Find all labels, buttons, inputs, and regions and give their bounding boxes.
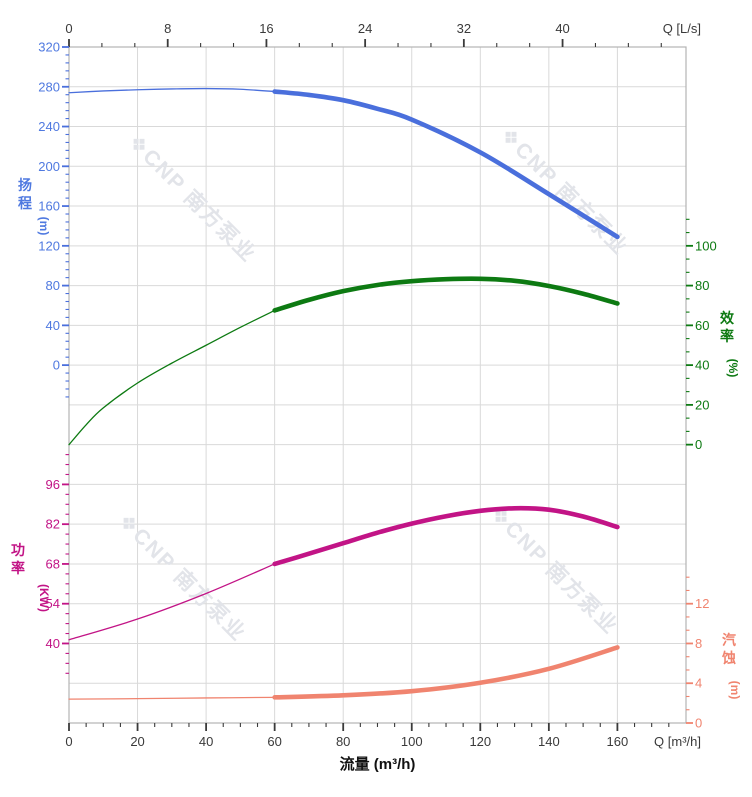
power-curve-rated xyxy=(272,505,620,567)
flow-lps-tick-label: 16 xyxy=(259,21,273,36)
flow-tick-label: 120 xyxy=(469,734,491,749)
flow-lps-tick-label: 32 xyxy=(457,21,471,36)
npsh-axis: 12 8 4 0 汽蚀 (m) xyxy=(686,576,742,731)
power-tick-label: 54 xyxy=(46,596,60,611)
npsh-tick-label: 8 xyxy=(695,636,702,651)
head-tick-label: 280 xyxy=(38,79,60,94)
npsh-axis-title: 蚀 xyxy=(721,650,736,666)
npsh-axis-title: 汽 xyxy=(722,632,736,648)
head-axis-title: 程 xyxy=(18,195,32,211)
npsh-tick-label: 0 xyxy=(695,716,702,731)
flow-tick-label: 140 xyxy=(538,734,560,749)
efficiency-axis: 100 80 60 40 20 0 效率 (%) xyxy=(686,218,740,452)
npsh-tick-label: 12 xyxy=(695,596,709,611)
flow-lps-tick-label: 40 xyxy=(555,21,569,36)
flow-tick-label: 40 xyxy=(199,734,213,749)
power-curve-thin xyxy=(68,563,276,641)
flow-lps-tick-label: 8 xyxy=(164,21,171,36)
efficiency-curve xyxy=(68,276,620,446)
efficiency-tick-label: 80 xyxy=(695,278,709,293)
head-curve xyxy=(68,87,620,240)
watermark-text: ❖CNP 南方泵业 xyxy=(495,123,633,261)
power-axis-unit: (KW) xyxy=(37,584,51,612)
head-tick-label: 240 xyxy=(38,119,60,134)
efficiency-tick-label: 60 xyxy=(695,318,709,333)
efficiency-axis-title: 效 xyxy=(720,310,735,326)
efficiency-axis-title: 率 xyxy=(720,328,734,344)
flow-lps-tick-label: 24 xyxy=(358,21,372,36)
head-tick-label: 120 xyxy=(38,238,60,253)
flow-tick-label: 80 xyxy=(336,734,350,749)
flow-axis-unit-label: Q [m³/h] xyxy=(654,734,701,749)
flow-axis-top: 0 8 16 24 32 40 Q [L/s] xyxy=(65,21,701,47)
efficiency-tick-label: 40 xyxy=(695,358,709,373)
power-axis-title: 率 xyxy=(11,560,25,576)
power-axis-title: 功 xyxy=(11,542,25,558)
head-tick-label: 320 xyxy=(38,40,60,55)
flow-tick-label: 100 xyxy=(401,734,423,749)
head-tick-label: 200 xyxy=(38,159,60,174)
efficiency-tick-label: 0 xyxy=(695,437,702,452)
efficiency-tick-label: 100 xyxy=(695,238,717,253)
flow-axis-title: 流量 (m³/h) xyxy=(340,755,416,773)
head-axis-unit: (m) xyxy=(37,217,51,236)
npsh-curve-rated xyxy=(272,645,620,700)
head-tick-label: 80 xyxy=(46,278,60,293)
watermark-layer: ❖CNP 南方泵业 ❖CNP 南方泵业❖CNP 南方泵业 ❖CNP 南方泵业 xyxy=(113,123,633,647)
head-tick-label: 160 xyxy=(38,199,60,214)
watermark-text: ❖CNP 南方泵业 xyxy=(123,130,261,268)
power-curve xyxy=(68,505,620,641)
flow-tick-label: 60 xyxy=(267,734,281,749)
npsh-curve-thin xyxy=(68,696,276,700)
flow-tick-label: 20 xyxy=(130,734,144,749)
flow-lps-tick-label: 0 xyxy=(65,21,72,36)
head-curve-thin xyxy=(68,87,276,94)
power-tick-label: 40 xyxy=(46,636,60,651)
npsh-axis-unit: (m) xyxy=(728,681,742,700)
flow-tick-label: 160 xyxy=(607,734,629,749)
efficiency-axis-unit: (%) xyxy=(726,359,740,378)
head-tick-label: 0 xyxy=(53,358,60,373)
plot-grid xyxy=(69,47,686,723)
flow-lps-unit-label: Q [L/s] xyxy=(663,21,701,36)
efficiency-tick-label: 20 xyxy=(695,397,709,412)
head-tick-label: 40 xyxy=(46,318,60,333)
flow-axis-bottom: 0 20 40 60 80 100 120 140 160 Q [m³/h] 流量 (m³/h) xyxy=(65,723,701,773)
efficiency-curve-thin xyxy=(68,309,276,446)
power-tick-label: 68 xyxy=(46,556,60,571)
flow-tick-label: 0 xyxy=(65,734,72,749)
head-axis: 320 280 240 200 160 120 80 40 0 扬程 (m) xyxy=(18,40,69,398)
efficiency-curve-rated xyxy=(272,276,620,313)
head-axis-title: 扬 xyxy=(18,177,32,193)
power-tick-label: 82 xyxy=(46,517,60,532)
power-axis: 96 82 68 54 40 功率 (KW) xyxy=(11,454,69,674)
npsh-curve xyxy=(68,645,620,700)
head-curve-rated xyxy=(272,89,620,240)
power-tick-label: 96 xyxy=(46,477,60,492)
watermark-text: ❖CNP 南方泵业 xyxy=(113,509,251,647)
npsh-tick-label: 4 xyxy=(695,676,702,691)
